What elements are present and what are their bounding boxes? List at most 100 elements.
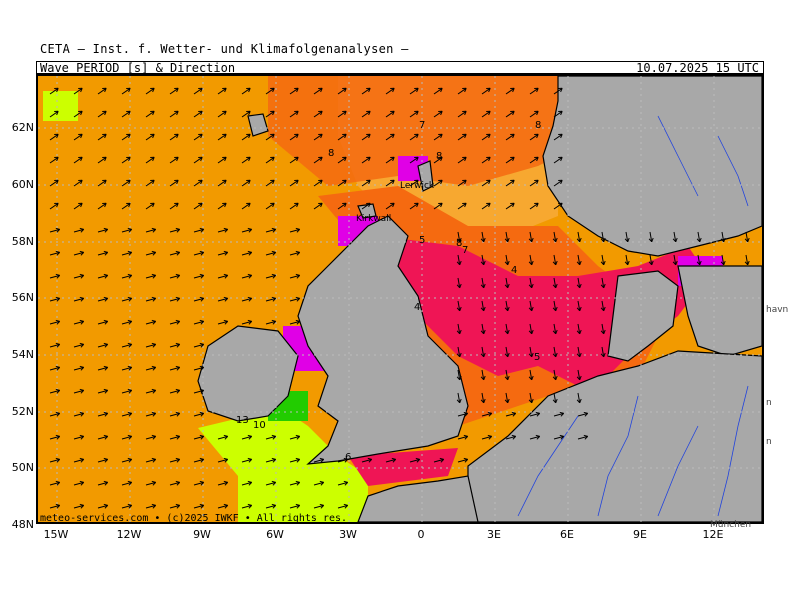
direction-arrow bbox=[361, 87, 371, 95]
direction-arrow-head bbox=[296, 229, 301, 233]
direction-arrow-head bbox=[176, 344, 181, 348]
direction-arrow-head bbox=[199, 411, 204, 414]
direction-arrow-head bbox=[200, 390, 205, 394]
direction-arrow-head bbox=[55, 227, 60, 230]
direction-arrow-head bbox=[296, 134, 299, 139]
direction-arrow-head bbox=[296, 298, 301, 302]
direction-arrow-head bbox=[152, 134, 155, 139]
direction-arrow-head bbox=[488, 436, 493, 440]
direction-arrow bbox=[601, 346, 605, 357]
direction-arrow bbox=[169, 228, 180, 233]
direction-arrow-head bbox=[555, 283, 558, 288]
direction-arrow-head bbox=[511, 434, 516, 437]
direction-arrow-head bbox=[483, 329, 486, 334]
direction-arrow bbox=[361, 179, 371, 187]
direction-arrow-head bbox=[103, 388, 108, 391]
great-britain bbox=[297, 215, 469, 465]
direction-arrow-head bbox=[80, 88, 83, 93]
direction-arrow-head bbox=[415, 457, 420, 460]
direction-arrow bbox=[73, 202, 83, 210]
lat-label: 52N bbox=[11, 405, 34, 418]
period-label: 5 bbox=[419, 235, 425, 246]
direction-arrow-head bbox=[224, 203, 227, 208]
direction-arrow bbox=[553, 87, 563, 95]
direction-arrow bbox=[265, 87, 275, 95]
direction-arrow bbox=[217, 320, 228, 325]
direction-arrow-head bbox=[603, 306, 606, 311]
direction-arrow-head bbox=[152, 344, 157, 348]
direction-arrow bbox=[553, 435, 564, 440]
direction-arrow bbox=[361, 202, 371, 210]
direction-arrow-head bbox=[128, 413, 133, 417]
direction-arrow bbox=[433, 156, 443, 164]
direction-arrow bbox=[553, 110, 563, 118]
direction-arrow bbox=[553, 392, 557, 403]
direction-arrow-head bbox=[295, 250, 300, 253]
direction-arrow bbox=[289, 320, 300, 325]
direction-arrow bbox=[49, 228, 60, 233]
direction-arrow bbox=[649, 231, 653, 242]
direction-arrow bbox=[385, 87, 395, 95]
direction-arrow-head bbox=[512, 157, 515, 162]
direction-arrow-head bbox=[175, 227, 180, 230]
direction-arrow-head bbox=[416, 111, 419, 116]
direction-arrow bbox=[217, 110, 227, 118]
direction-arrow-head bbox=[79, 480, 84, 483]
direction-arrow-head bbox=[247, 250, 252, 253]
direction-arrow-head bbox=[176, 252, 181, 256]
direction-arrow-head bbox=[176, 88, 179, 93]
direction-arrow-head bbox=[456, 330, 461, 335]
direction-arrow-head bbox=[440, 88, 443, 93]
direction-arrow bbox=[409, 133, 419, 141]
direction-arrow-head bbox=[675, 237, 678, 242]
direction-arrow-head bbox=[576, 284, 581, 289]
direction-arrow bbox=[169, 320, 180, 325]
direction-arrow-head bbox=[79, 273, 84, 276]
direction-arrow bbox=[169, 504, 180, 509]
direction-arrow-head bbox=[528, 376, 533, 381]
direction-arrow bbox=[241, 251, 252, 256]
direction-arrow-head bbox=[488, 180, 491, 185]
direction-arrow-head bbox=[512, 180, 515, 185]
direction-arrow-head bbox=[536, 157, 539, 162]
direction-arrow-head bbox=[576, 330, 581, 335]
direction-arrow-head bbox=[224, 229, 229, 233]
direction-arrow-head bbox=[103, 480, 108, 483]
direction-arrow-head bbox=[199, 319, 204, 322]
direction-arrow-head bbox=[464, 203, 467, 208]
direction-arrow bbox=[49, 156, 59, 164]
direction-arrow-head bbox=[579, 329, 582, 334]
direction-arrow-head bbox=[271, 319, 276, 322]
direction-arrow-head bbox=[55, 480, 60, 483]
direction-arrow bbox=[697, 254, 701, 265]
direction-arrow-head bbox=[579, 237, 582, 242]
direction-arrow-head bbox=[223, 434, 228, 437]
direction-arrow bbox=[49, 504, 60, 509]
direction-arrow-head bbox=[531, 375, 534, 380]
direction-arrow-head bbox=[559, 411, 564, 414]
period-label: 8 bbox=[456, 238, 462, 249]
direction-arrow-head bbox=[392, 134, 395, 139]
direction-arrow bbox=[505, 369, 509, 380]
direction-arrow bbox=[289, 458, 300, 463]
direction-arrow bbox=[409, 458, 420, 463]
direction-arrow-head bbox=[531, 306, 534, 311]
direction-arrow-head bbox=[272, 229, 277, 233]
direction-arrow-head bbox=[295, 319, 300, 322]
direction-arrow bbox=[577, 392, 581, 403]
direction-arrow bbox=[241, 274, 252, 279]
direction-arrow-head bbox=[272, 180, 275, 185]
direction-arrow-head bbox=[271, 227, 276, 230]
direction-arrow-head bbox=[675, 260, 678, 265]
direction-arrow bbox=[457, 179, 467, 187]
direction-arrow-head bbox=[224, 298, 229, 302]
period-label: 7 bbox=[462, 245, 468, 256]
direction-arrow-head bbox=[459, 375, 462, 380]
direction-arrow-head bbox=[200, 275, 205, 279]
direction-arrow-head bbox=[55, 434, 60, 437]
direction-arrow bbox=[505, 435, 516, 440]
direction-arrow-head bbox=[480, 353, 485, 358]
direction-arrow bbox=[481, 179, 491, 187]
direction-arrow bbox=[241, 110, 251, 118]
direction-arrow-head bbox=[576, 238, 581, 243]
